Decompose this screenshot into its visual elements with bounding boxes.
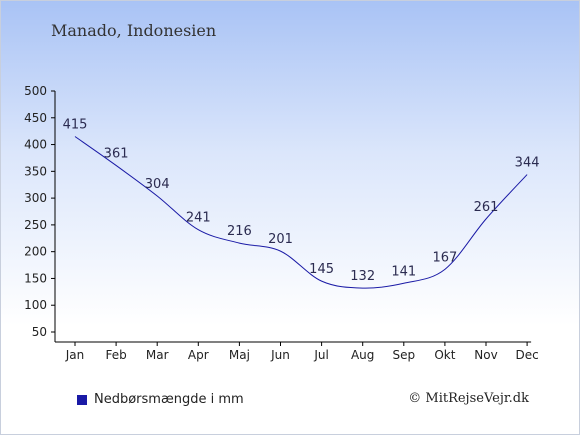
x-tick-label: Dec — [515, 348, 538, 362]
data-label: 132 — [350, 269, 375, 284]
data-label: 167 — [432, 250, 457, 265]
data-label: 344 — [515, 156, 540, 171]
x-tick-label: Okt — [434, 348, 455, 362]
x-tick-label: Feb — [105, 348, 126, 362]
y-tick-label: 450 — [24, 111, 47, 125]
y-tick-label: 400 — [24, 138, 47, 152]
x-tick-label: Nov — [474, 348, 497, 362]
y-tick-label: 500 — [24, 84, 47, 98]
y-tick-label: 200 — [24, 245, 47, 259]
data-label: 261 — [474, 200, 499, 215]
y-tick-label: 300 — [24, 191, 47, 205]
series-line — [74, 136, 528, 289]
legend-label: Nedbørsmængde i mm — [94, 392, 244, 407]
credit-text: © MitRejseVejr.dk — [408, 391, 529, 406]
y-tick-label: 250 — [24, 218, 47, 232]
data-label: 145 — [309, 262, 334, 277]
axes: 50 100 150 200 250 300 350 400 450 500 Jan Feb Mar Ap… — [24, 84, 539, 362]
y-tick-label: 350 — [24, 164, 47, 178]
data-label: 216 — [227, 224, 252, 239]
data-label: 361 — [104, 146, 129, 161]
x-tick-label: Apr — [188, 348, 209, 362]
x-tick-label: Jul — [313, 348, 328, 362]
x-tick-label: Aug — [351, 348, 374, 362]
x-tick-label: Maj — [229, 348, 250, 362]
chart-title: Manado, Indonesien — [51, 21, 217, 40]
x-tick-label: Jun — [270, 348, 290, 362]
data-label: 415 — [63, 118, 88, 133]
x-tick-label: Sep — [392, 348, 415, 362]
x-tick-label: Jan — [65, 348, 85, 362]
y-tick-label: 150 — [24, 271, 47, 285]
legend: Nedbørsmængde i mm — [77, 392, 244, 407]
legend-swatch — [77, 394, 87, 405]
series-marks: 415 361 304 241 216 201 145 132 141 167 261 344 — [63, 118, 540, 289]
y-tick-label: 50 — [32, 325, 47, 339]
data-label: 141 — [391, 264, 416, 279]
y-tick-label: 100 — [24, 298, 47, 312]
data-label: 304 — [145, 177, 170, 192]
x-tick-label: Mar — [146, 348, 169, 362]
data-label: 241 — [186, 211, 211, 226]
data-label: 201 — [268, 232, 293, 247]
